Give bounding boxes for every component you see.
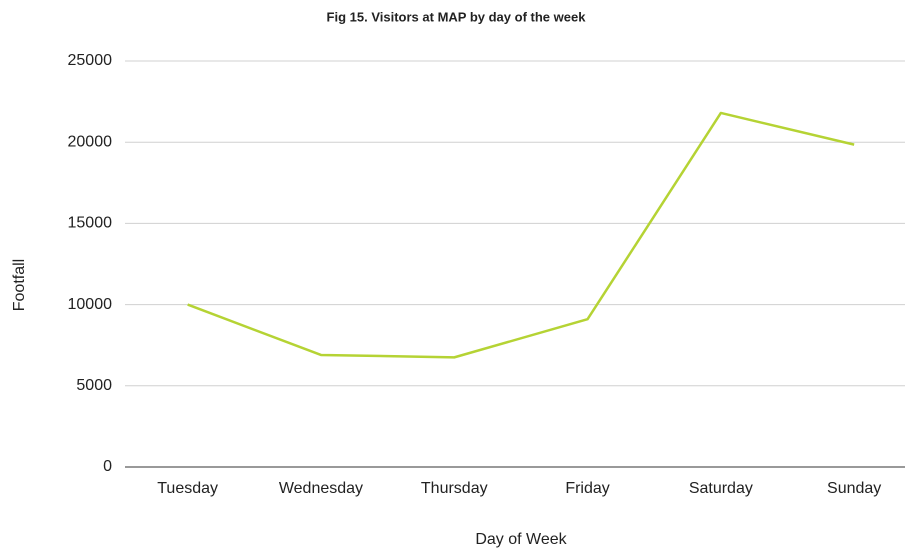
x-tick-label: Friday: [565, 480, 609, 497]
y-tick-label: 20000: [68, 133, 113, 150]
chart-title: Fig 15. Visitors at MAP by day of the we…: [327, 9, 587, 24]
y-tick-label: 10000: [68, 296, 113, 313]
x-tick-label: Tuesday: [157, 480, 218, 497]
y-tick-label: 5000: [76, 377, 112, 394]
y-tick-label: 15000: [68, 215, 113, 232]
y-axis-label: Footfall: [11, 259, 28, 311]
x-tick-label: Thursday: [421, 480, 488, 497]
y-tick-label: 25000: [68, 52, 113, 69]
x-axis-label: Day of Week: [475, 531, 567, 548]
x-tick-label: Wednesday: [279, 480, 363, 497]
x-tick-label: Saturday: [689, 480, 753, 497]
y-tick-label: 0: [103, 458, 112, 475]
line-series: [187, 111, 855, 359]
x-tick-label: Sunday: [827, 480, 881, 497]
